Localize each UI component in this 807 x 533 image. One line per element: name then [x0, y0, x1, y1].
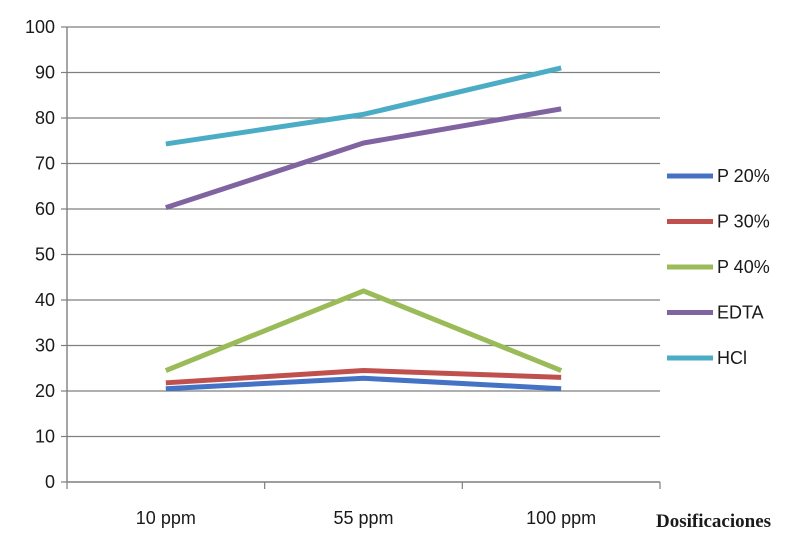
y-tick-label: 40 [35, 290, 55, 310]
series-line-p-20 [165, 375, 562, 392]
y-tick-label: 0 [45, 472, 55, 492]
y-tick-label: 70 [35, 154, 55, 174]
y-axis-ticks: 0 10 20 30 40 50 60 70 80 90 100 [25, 17, 67, 492]
x-tick-label: 10 ppm [136, 508, 196, 528]
series-lines [164, 65, 563, 392]
y-tick-label: 80 [35, 108, 55, 128]
y-tick-label: 60 [35, 199, 55, 219]
legend-label: EDTA [717, 303, 764, 323]
legend: P 20% P 30% P 40% EDTA HCl [667, 166, 770, 368]
series-line-edta [165, 106, 562, 211]
series-line-p-30 [165, 368, 562, 386]
y-tick-label: 10 [35, 427, 55, 447]
series-line-hcl [165, 65, 562, 147]
y-tick-label: 50 [35, 245, 55, 265]
y-tick-label: 90 [35, 63, 55, 83]
legend-label: P 30% [717, 212, 770, 232]
legend-label: P 40% [717, 257, 770, 277]
gridlines [67, 26, 660, 438]
legend-label: HCl [717, 348, 747, 368]
y-tick-label: 100 [25, 17, 55, 37]
x-axis-title: Dosificaciones [656, 511, 771, 532]
legend-label: P 20% [717, 166, 770, 186]
x-axis-ticks: 10 ppm 55 ppm 100 ppm [66, 482, 661, 528]
y-tick-label: 20 [35, 381, 55, 401]
x-tick-label: 55 ppm [333, 508, 393, 528]
x-tick-label: 100 ppm [526, 508, 596, 528]
series-line-p-40 [164, 288, 563, 373]
y-tick-label: 30 [35, 336, 55, 356]
